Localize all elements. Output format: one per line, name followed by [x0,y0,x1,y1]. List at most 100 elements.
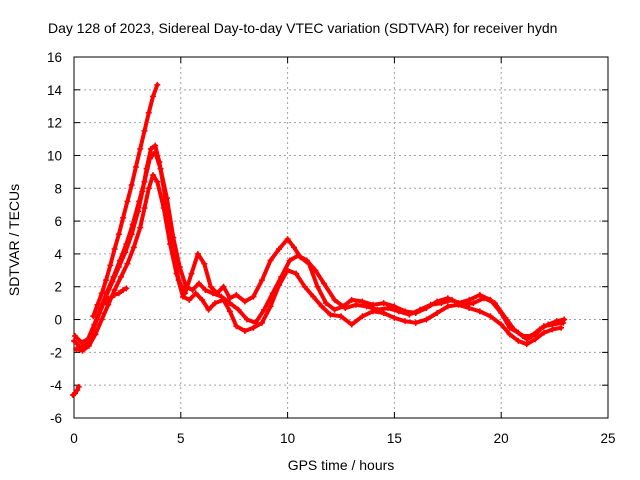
data-point-marker [115,231,122,238]
data-point-marker [75,383,82,390]
data-point-marker [188,270,195,277]
data-point-marker [301,283,308,290]
data-point-marker [476,291,483,298]
data-point-marker [141,178,148,185]
data-point-marker [506,331,513,338]
data-point-marker [146,155,153,162]
data-point-marker [117,273,124,280]
data-point-marker [73,346,80,353]
data-point-marker [128,181,135,188]
data-point-marker [110,273,117,280]
data-point-marker [511,326,518,333]
data-point-marker [124,198,131,205]
data-point-marker [116,257,123,264]
data-points [69,81,568,399]
data-point-marker [312,267,319,274]
data-point-marker [104,288,111,295]
data-point-marker [498,321,505,328]
data-point-marker [449,296,456,303]
data-point-marker [423,316,430,323]
data-point-marker [192,290,199,297]
data-point-marker [98,316,105,323]
data-point-marker [258,319,265,326]
y-tick-label: 16 [47,50,62,65]
data-point-marker [359,298,366,305]
data-point-marker [284,236,291,243]
data-point-marker [207,283,214,290]
x-tick-label: 25 [600,431,615,446]
data-point-marker [111,291,118,298]
data-point-marker [286,257,293,264]
data-point-marker [179,293,186,300]
data-point-marker [150,93,157,100]
data-point-marker [561,316,568,323]
data-point-marker [412,319,419,326]
data-point-marker [120,287,127,294]
data-point-marker [211,300,218,307]
data-point-marker [250,324,257,331]
y-tick-label: 6 [54,214,62,229]
data-point-marker [402,318,409,325]
data-point-marker [470,300,477,307]
data-point-marker [476,308,483,315]
data-point-marker [147,145,154,152]
data-point-marker [195,280,202,287]
data-point-marker [90,313,97,320]
data-point-marker [519,332,526,339]
data-point-marker [189,287,196,294]
data-point-marker [115,290,122,297]
data-point-marker [152,142,159,149]
data-point-marker [528,332,535,339]
data-point-marker [120,214,127,221]
data-point-marker [176,264,183,271]
data-point-marker [342,305,349,312]
data-point-marker [348,296,355,303]
data-point-marker [352,301,359,308]
y-axis-label: SDTVAR / TECUs [6,184,22,296]
data-point-marker [314,283,321,290]
data-point-marker [71,337,77,344]
data-point-marker [310,293,317,300]
y-tick-label: 10 [47,148,62,163]
data-point-marker [132,163,139,170]
data-point-marker [137,145,144,152]
y-tick-label: 8 [54,181,62,196]
data-point-marker [374,306,381,313]
x-tick-label: 15 [387,431,402,446]
axis-ticks [73,56,609,419]
data-point-marker [98,290,105,297]
data-point-marker [201,260,208,267]
data-point-marker [233,323,240,330]
y-tick-label: 0 [54,313,62,328]
data-point-marker [434,309,441,316]
series-track-f [69,383,82,399]
data-point-marker [549,326,556,333]
x-tick-label: 10 [280,431,295,446]
data-point-marker [466,305,473,312]
data-point-marker [338,313,344,320]
data-point-marker [163,195,170,202]
data-point-marker [363,303,370,310]
data-point-marker [391,314,398,321]
data-point-marker [258,277,265,284]
x-tick-label: 20 [494,431,509,446]
data-point-marker [536,326,543,333]
data-point-marker [261,306,268,313]
data-point-marker [269,290,276,297]
data-point-marker [252,319,259,326]
data-point-marker [124,260,131,267]
data-point-marker [233,291,240,298]
data-point-marker [226,300,233,307]
data-point-marker [545,321,552,328]
data-point-marker [384,305,391,312]
data-point-marker [137,224,144,231]
data-point-marker [170,234,177,241]
data-point-marker [107,295,114,302]
data-point-marker [123,285,130,292]
data-point-marker [241,328,248,335]
data-point-marker [320,280,327,287]
series-trace [73,150,567,345]
data-point-marker [160,204,167,211]
y-tick-label: 14 [47,83,63,98]
y-tick-labels: -6 -4 -2 0 2 4 6 8 10 12 14 16 [47,50,63,426]
